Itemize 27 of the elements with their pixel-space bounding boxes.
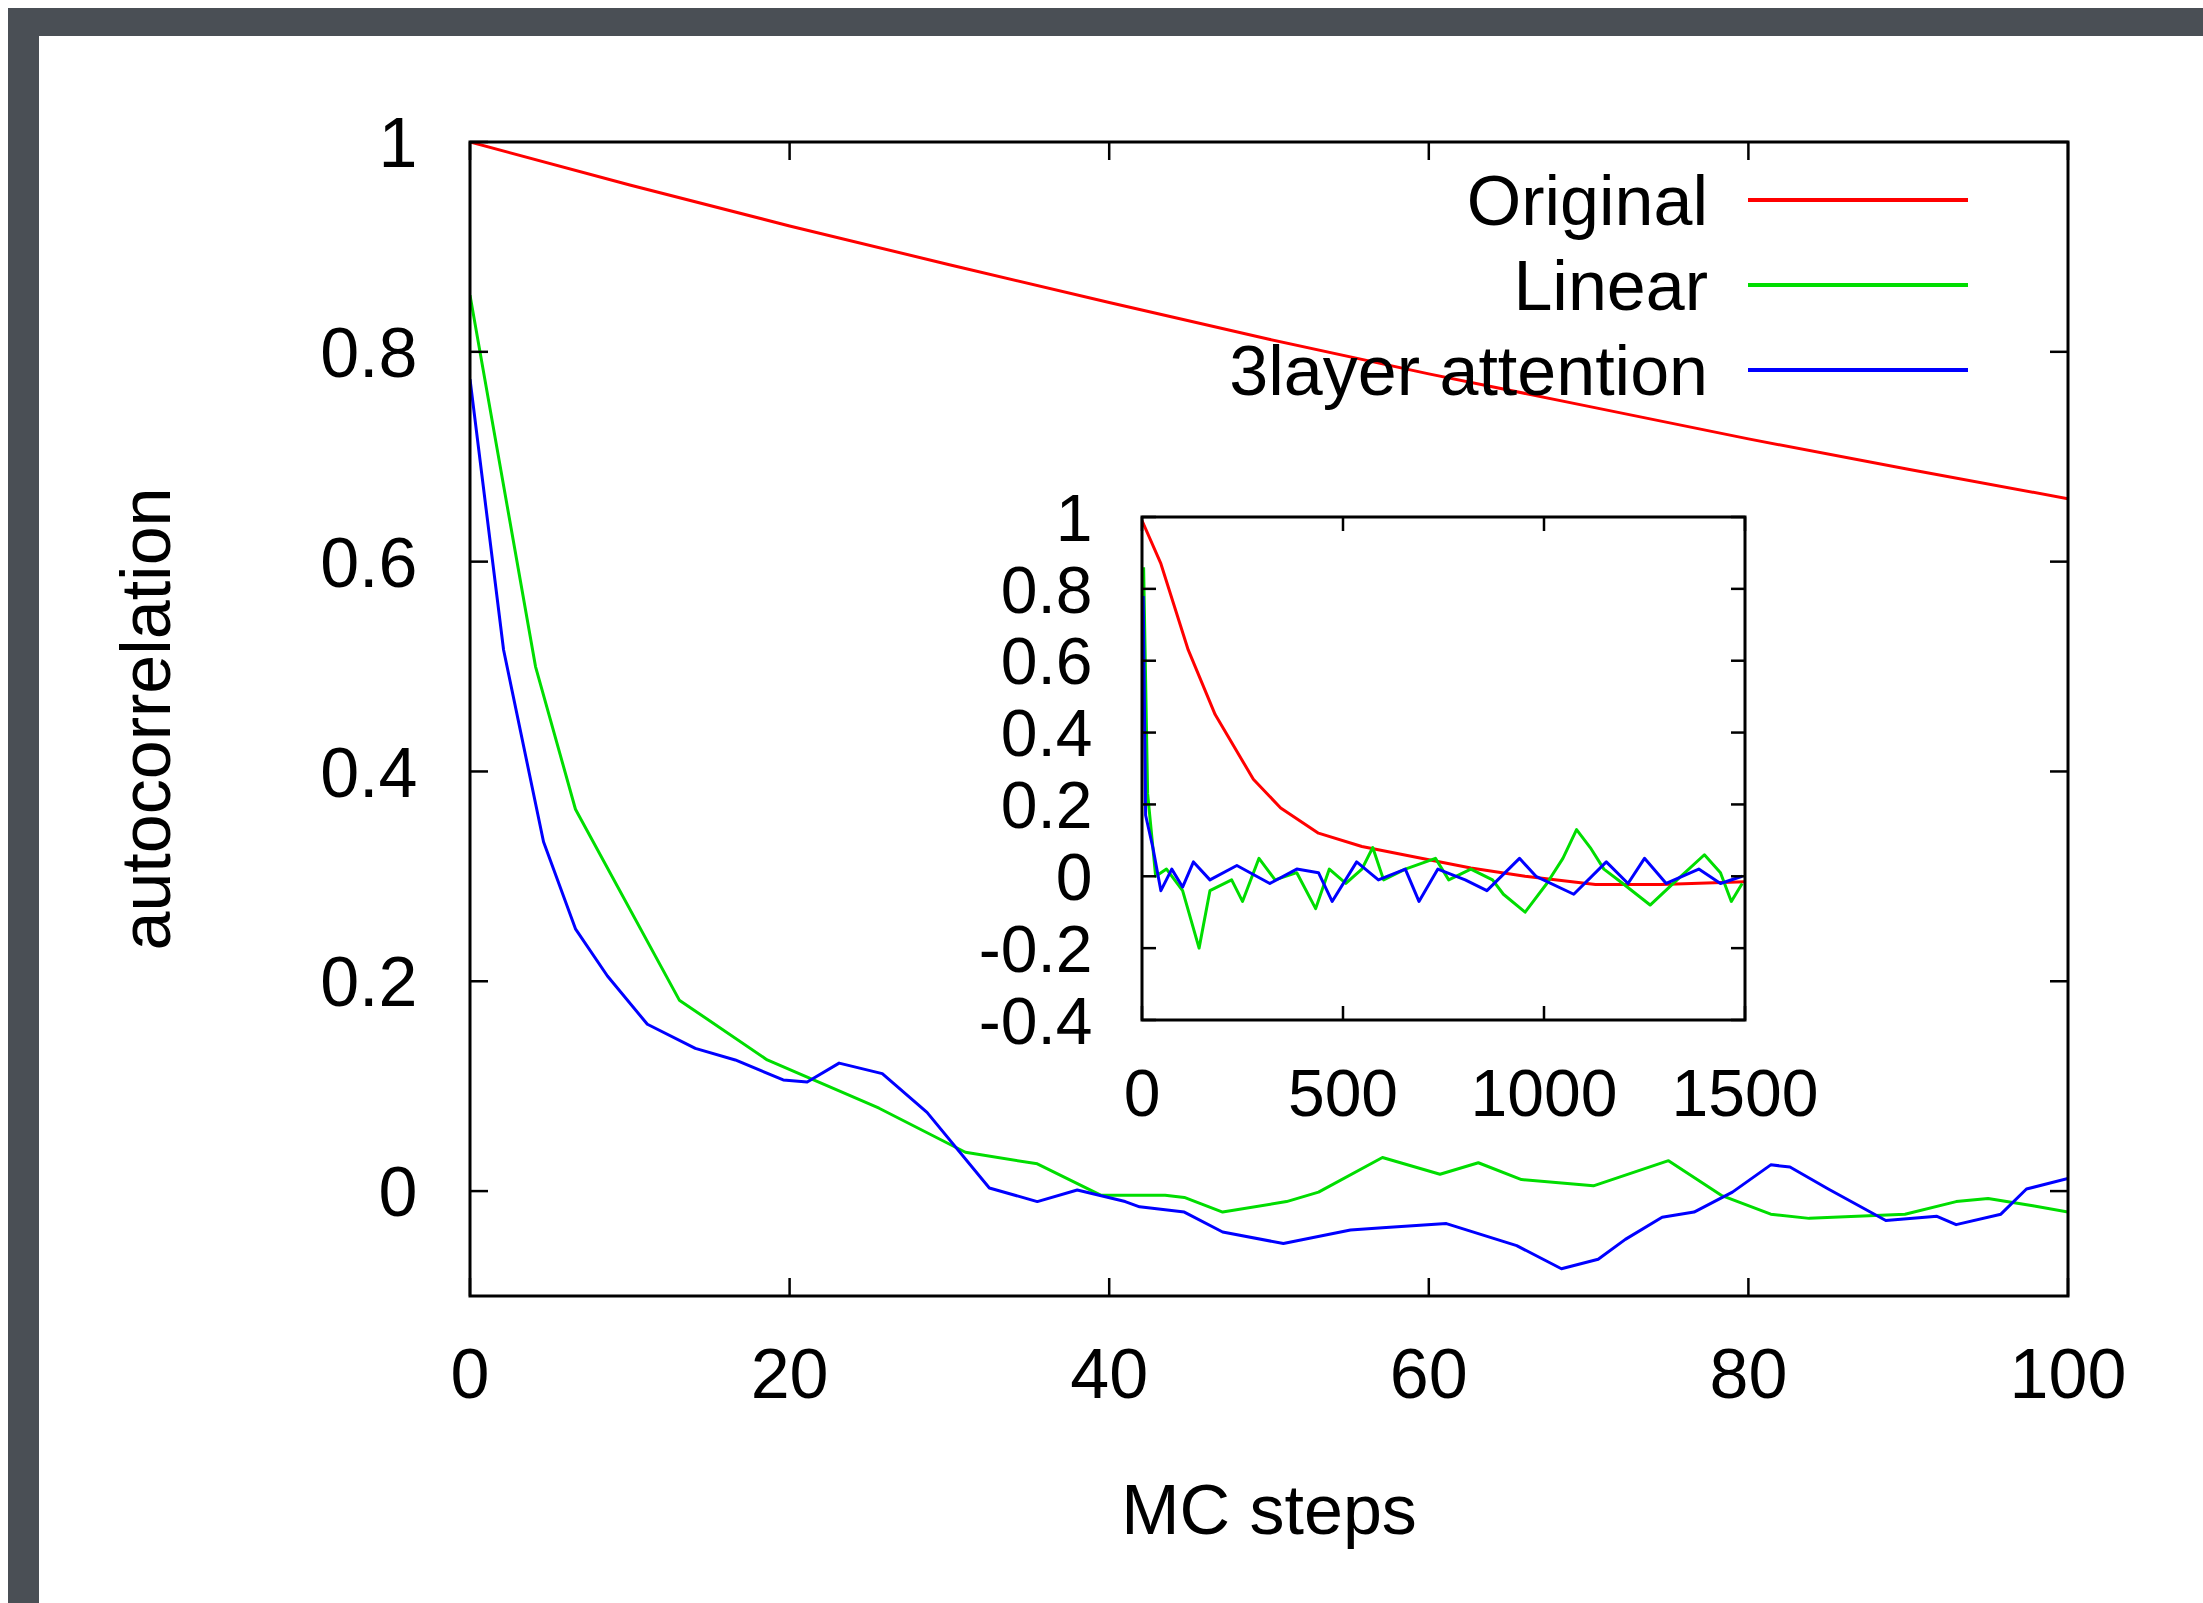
x-tick-label: 20 <box>750 1334 829 1413</box>
y-tick-label: 0.4 <box>320 733 418 812</box>
y-tick-label: -0.4 <box>978 983 1093 1058</box>
y-tick-label: 0 <box>378 1153 418 1232</box>
y-tick-label: 0.8 <box>320 314 418 393</box>
x-tick-label: 80 <box>1709 1334 1788 1413</box>
y-tick-label: 0.2 <box>1000 768 1093 843</box>
y-tick-label: 1 <box>378 104 418 183</box>
y-tick-label: 1 <box>1055 480 1093 555</box>
legend-label: Original <box>1466 162 1708 241</box>
y-tick-label: 0.6 <box>1000 624 1093 699</box>
y-tick-label: 0.4 <box>1000 696 1093 771</box>
legend-label: 3layer attention <box>1229 332 1708 411</box>
y-tick-label: 0.6 <box>320 523 418 602</box>
x-tick-label: 500 <box>1287 1055 1399 1130</box>
y-tick-label: 0.8 <box>1000 552 1093 627</box>
x-tick-label: 0 <box>450 1334 490 1413</box>
x-tick-label: 1000 <box>1470 1055 1618 1130</box>
y-axis-title: autocorrelation <box>107 487 185 951</box>
x-tick-label: 60 <box>1389 1334 1468 1413</box>
legend-label: Linear <box>1513 247 1708 326</box>
x-tick-label: 0 <box>1123 1055 1161 1130</box>
x-tick-label: 100 <box>2009 1334 2127 1413</box>
x-tick-label: 1500 <box>1671 1055 1819 1130</box>
y-tick-label: 0.2 <box>320 943 418 1022</box>
x-axis-title: MC steps <box>1121 1471 1417 1549</box>
x-tick-label: 40 <box>1070 1334 1149 1413</box>
